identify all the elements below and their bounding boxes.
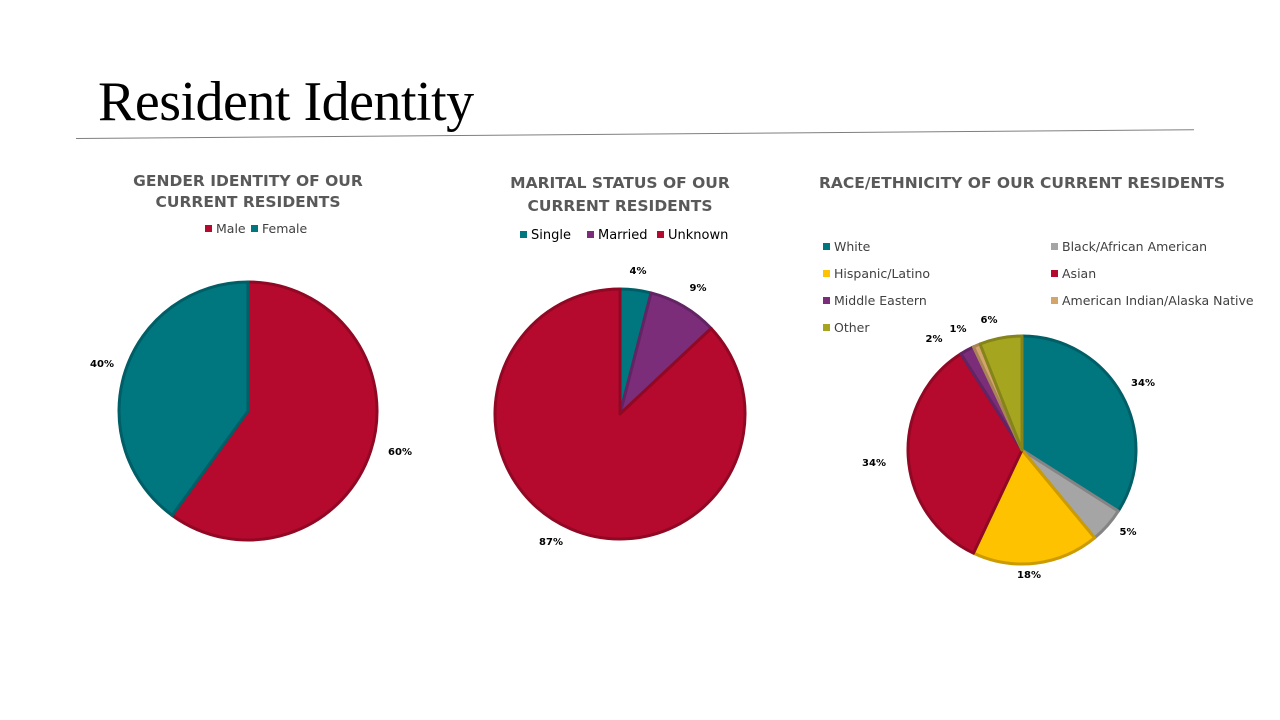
marital-chart-title-line1: MARITAL STATUS OF OUR bbox=[510, 174, 730, 192]
legend-swatch-male bbox=[205, 225, 212, 232]
legend-label-american-indian-alaska-native: American Indian/Alaska Native bbox=[1062, 293, 1254, 308]
race-chart-legend: White Black/African American Hispanic/Lati… bbox=[823, 239, 1254, 335]
data-label-middle-eastern: 2% bbox=[926, 334, 943, 345]
data-label-male: 60% bbox=[388, 447, 412, 458]
slide-title: Resident Identity bbox=[98, 71, 474, 133]
legend-swatch-american-indian-alaska-native bbox=[1051, 297, 1058, 304]
data-label-unknown: 87% bbox=[539, 537, 563, 548]
legend-swatch-female bbox=[251, 225, 258, 232]
legend-label-unknown: Unknown bbox=[668, 228, 728, 243]
data-label-hispanic-latino: 18% bbox=[1017, 570, 1041, 581]
data-label-married: 9% bbox=[690, 283, 707, 294]
gender-chart-data-labels: 60% 40% bbox=[90, 359, 412, 458]
marital-chart-pie bbox=[493, 287, 747, 541]
gender-chart: GENDER IDENTITY OF OUR CURRENT RESIDENTS… bbox=[90, 172, 412, 542]
legend-swatch-hispanic-latino bbox=[823, 270, 830, 277]
pie-slice-hispanic-latino bbox=[971, 448, 1097, 566]
legend-swatch-middle-eastern bbox=[823, 297, 830, 304]
legend-label-married: Married bbox=[598, 228, 648, 243]
legend-swatch-black-african-american bbox=[1051, 243, 1058, 250]
legend-swatch-asian bbox=[1051, 270, 1058, 277]
legend-label-black-african-american: Black/African American bbox=[1062, 239, 1207, 254]
legend-label-asian: Asian bbox=[1062, 266, 1096, 281]
legend-swatch-single bbox=[520, 231, 527, 238]
data-label-asian: 34% bbox=[862, 458, 886, 469]
pie-slice-other bbox=[978, 334, 1024, 452]
data-label-single: 4% bbox=[630, 266, 647, 277]
marital-chart-title-line2: CURRENT RESIDENTS bbox=[528, 197, 713, 215]
data-label-white: 34% bbox=[1131, 378, 1155, 389]
marital-chart: MARITAL STATUS OF OUR CURRENT RESIDENTS … bbox=[493, 174, 747, 548]
marital-chart-data-labels: 4% 9% 87% bbox=[539, 266, 706, 548]
race-chart-data-labels: 34% 5% 18% 34% 2% 1% 6% bbox=[862, 315, 1155, 581]
legend-label-female: Female bbox=[262, 221, 308, 236]
data-label-american-indian-alaska-native: 1% bbox=[950, 324, 967, 335]
gender-chart-pie bbox=[117, 280, 379, 542]
pie-slice-unknown bbox=[493, 287, 747, 541]
pie-slice-asian bbox=[906, 352, 1024, 555]
gender-chart-title-line1: GENDER IDENTITY OF OUR bbox=[133, 172, 363, 190]
legend-label-other: Other bbox=[834, 320, 870, 335]
marital-chart-legend: Single Married Unknown bbox=[520, 228, 728, 243]
pie-slice-female bbox=[117, 280, 250, 517]
pie-slice-male bbox=[170, 280, 379, 542]
race-chart: RACE/ETHNICITY OF OUR CURRENT RESIDENTS … bbox=[819, 174, 1254, 581]
legend-swatch-white bbox=[823, 243, 830, 250]
legend-swatch-other bbox=[823, 324, 830, 331]
legend-swatch-unknown bbox=[657, 231, 664, 238]
race-chart-title: RACE/ETHNICITY OF OUR CURRENT RESIDENTS bbox=[819, 174, 1225, 192]
legend-label-male: Male bbox=[216, 221, 246, 236]
legend-label-middle-eastern: Middle Eastern bbox=[834, 293, 927, 308]
race-chart-pie bbox=[906, 334, 1138, 566]
legend-label-hispanic-latino: Hispanic/Latino bbox=[834, 266, 930, 281]
legend-label-single: Single bbox=[531, 228, 571, 243]
legend-swatch-married bbox=[587, 231, 594, 238]
legend-label-white: White bbox=[834, 239, 871, 254]
gender-chart-legend: Male Female bbox=[205, 221, 308, 236]
gender-chart-title-line2: CURRENT RESIDENTS bbox=[156, 193, 341, 211]
data-label-female: 40% bbox=[90, 359, 114, 370]
data-label-black-african-american: 5% bbox=[1120, 527, 1137, 538]
data-label-other: 6% bbox=[981, 315, 998, 326]
